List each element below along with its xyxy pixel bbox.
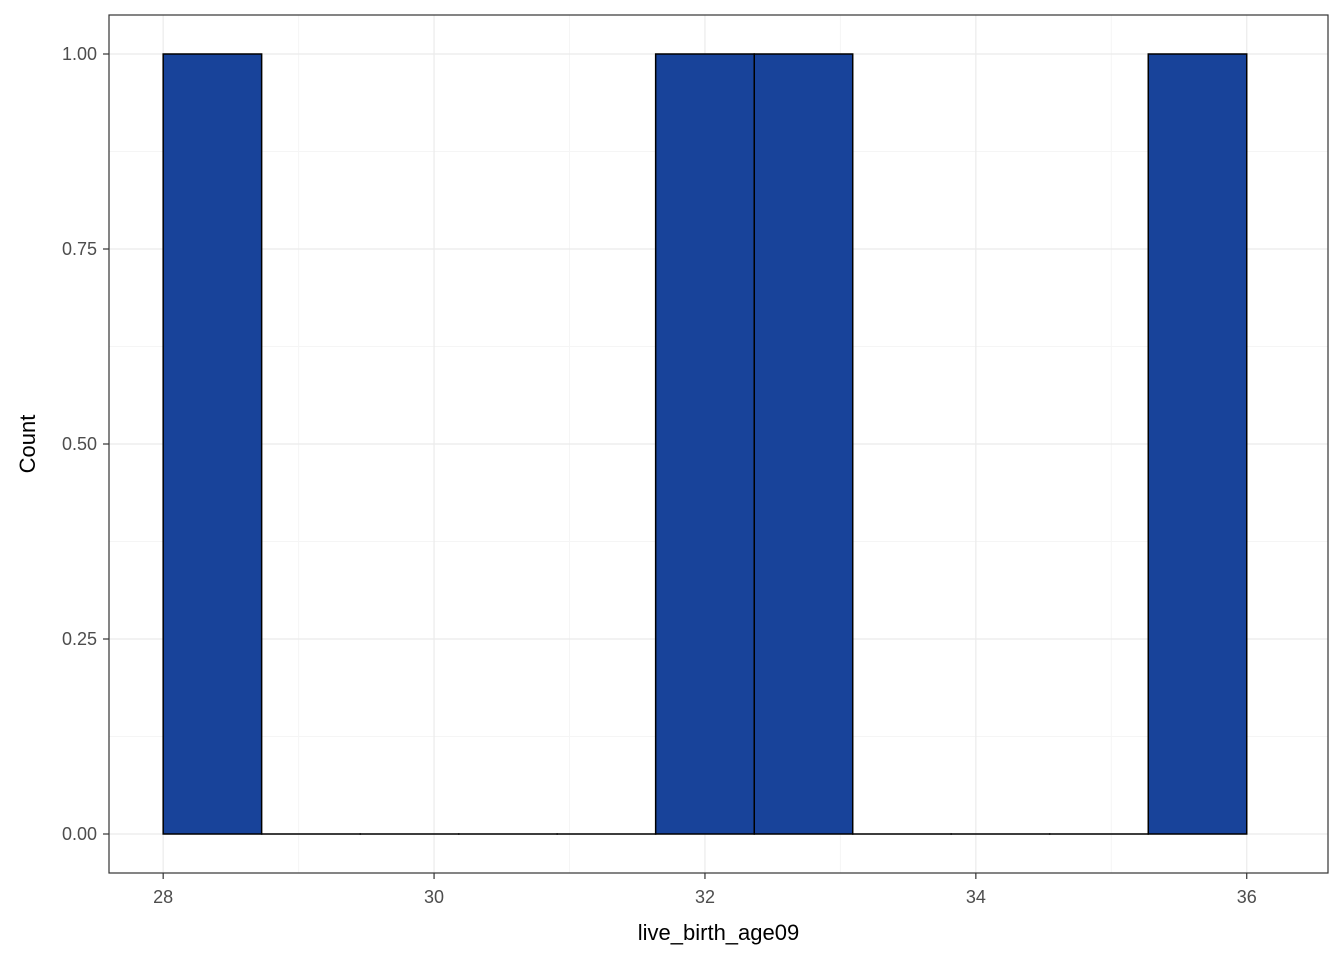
x-tick-label: 28 <box>153 887 173 907</box>
y-axis: 0.00 0.25 0.50 0.75 1.00 <box>62 44 109 844</box>
y-axis-title: Count <box>15 415 40 474</box>
y-tick-label: 0.25 <box>62 629 97 649</box>
x-axis-title: live_birth_age09 <box>638 920 799 945</box>
x-tick-label: 30 <box>424 887 444 907</box>
histogram-bar <box>753 53 854 835</box>
y-tick-label: 1.00 <box>62 44 97 64</box>
histogram-bar <box>654 53 756 835</box>
y-tick-label: 0.75 <box>62 239 97 259</box>
y-tick-label: 0.50 <box>62 434 97 454</box>
histogram-bars <box>162 53 1248 835</box>
histogram-bar <box>1147 53 1248 835</box>
y-tick-label: 0.00 <box>62 824 97 844</box>
x-tick-label: 32 <box>695 887 715 907</box>
x-tick-label: 36 <box>1237 887 1257 907</box>
histogram-bar <box>162 53 263 835</box>
x-axis: 28 30 32 34 36 <box>153 873 1257 907</box>
x-tick-label: 34 <box>966 887 986 907</box>
